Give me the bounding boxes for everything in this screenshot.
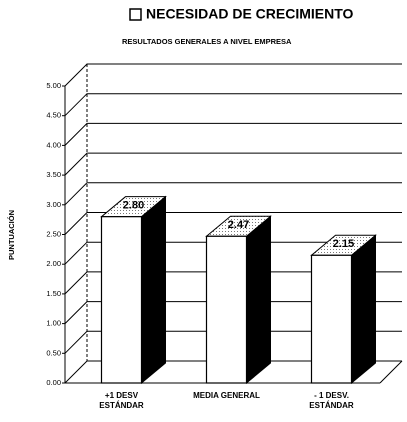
y-tick-label: 4.50 <box>46 111 61 120</box>
x-tick-label: +1 DESV ESTÁNDAR <box>99 391 144 410</box>
data-label: 2.47 <box>228 219 249 231</box>
y-tick-label: 5.00 <box>46 81 61 90</box>
floor-right <box>379 360 403 384</box>
bar-side <box>351 234 376 385</box>
grid-line <box>64 212 402 235</box>
bar <box>310 254 353 384</box>
y-tick-label: 3.50 <box>46 170 61 179</box>
y-tick-label: 1.50 <box>46 289 61 298</box>
x-tick-label: - 1 DESV. ESTÁNDAR <box>309 391 354 410</box>
grid-line <box>64 152 402 176</box>
grid-line <box>64 301 402 324</box>
data-label: 2.80 <box>123 200 144 212</box>
legend-swatch <box>129 8 142 21</box>
y-tick-label: 0.00 <box>46 378 61 387</box>
bar-side <box>141 195 166 385</box>
y-tick-label: 2.00 <box>46 259 61 268</box>
grid-line <box>64 93 402 117</box>
bar <box>205 235 248 384</box>
grid-line <box>64 182 402 206</box>
y-tick-label: 0.50 <box>46 348 61 357</box>
y-tick-label: 1.00 <box>46 319 61 328</box>
grid-line <box>64 271 402 295</box>
grid-line <box>64 63 402 87</box>
data-label: 2.15 <box>333 238 354 250</box>
bar-side <box>246 215 271 385</box>
grid-line <box>64 122 402 146</box>
y-axis-label: PUNTUACIÓN <box>7 210 16 260</box>
x-tick-label: MEDIA GENERAL <box>193 391 260 400</box>
grid-line <box>64 241 402 265</box>
chart-subtitle: RESULTADOS GENERALES A NIVEL EMPRESA <box>122 37 292 46</box>
grid-line <box>64 360 402 384</box>
grid-line <box>64 330 402 354</box>
y-tick-label: 3.00 <box>46 200 61 209</box>
y-tick-label: 2.50 <box>46 229 61 238</box>
y-tick-label: 4.00 <box>46 140 61 149</box>
bar <box>100 216 143 384</box>
chart-title: NECESIDAD DE CRECIMIENTO <box>146 6 354 22</box>
